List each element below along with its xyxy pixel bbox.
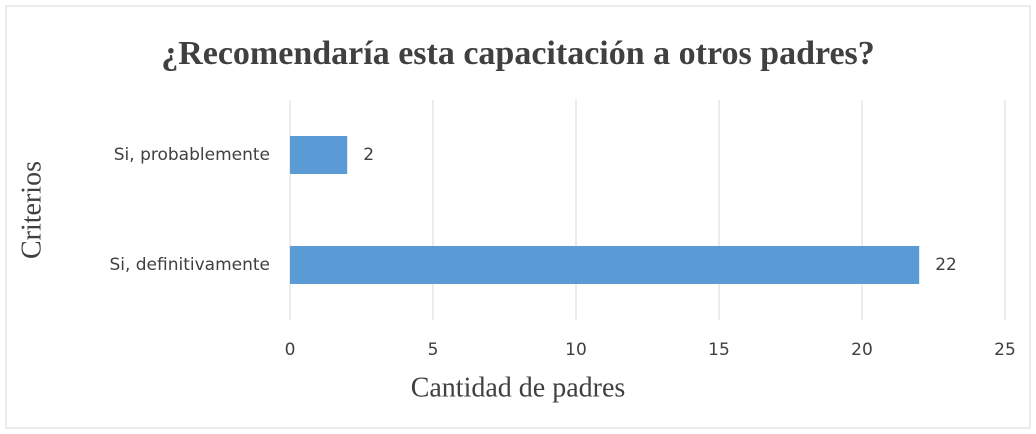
chart-title: ¿Recomendaría esta capacitación a otros … <box>161 35 875 72</box>
x-tick-label: 15 <box>708 340 730 360</box>
x-tick-label: 20 <box>851 340 873 360</box>
bar <box>290 246 920 284</box>
x-tick-label: 10 <box>565 340 587 360</box>
x-tick-label: 0 <box>285 340 296 360</box>
bar <box>290 136 348 174</box>
y-tick-label: Si, definitivamente <box>109 255 270 275</box>
y-axis-label: Criterios <box>16 161 47 259</box>
x-tick-label: 5 <box>428 340 439 360</box>
x-axis-label: Cantidad de padres <box>411 372 626 403</box>
data-label: 22 <box>935 255 957 275</box>
x-tick-label: 25 <box>994 340 1016 360</box>
y-tick-label: Si, probablemente <box>114 145 270 165</box>
data-label: 2 <box>363 145 374 165</box>
chart-frame <box>5 5 1031 429</box>
